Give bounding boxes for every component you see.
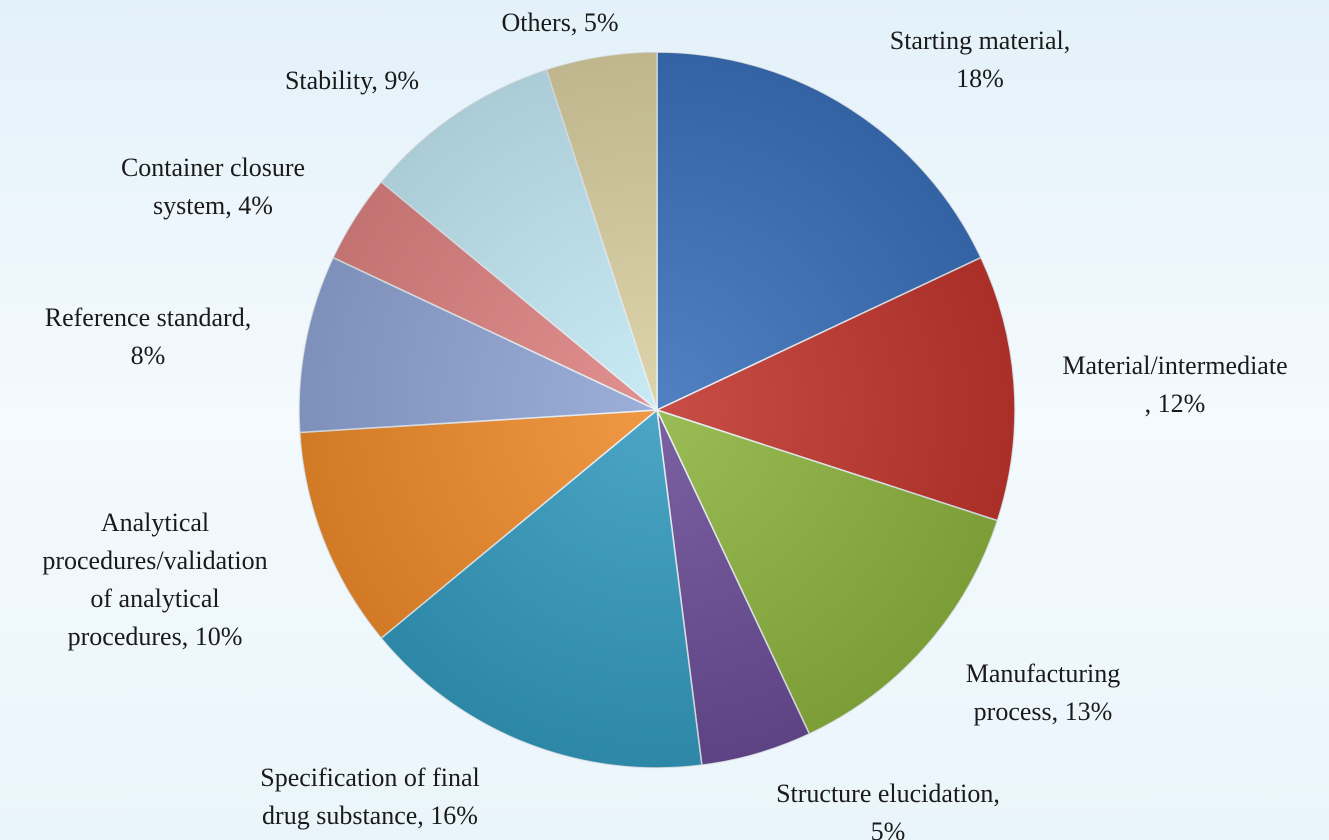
- slice-label: Analytical procedures/validation of analyt…: [42, 508, 267, 651]
- slice-label: Stability, 9%: [285, 66, 419, 95]
- slice-label: Material/intermediate, 12%: [1062, 351, 1287, 418]
- slice-label: Reference standard, 8%: [45, 303, 251, 370]
- slice-label: Structure elucidation, 5%: [776, 779, 1000, 840]
- slice-label: Specification of final drug substance, 16…: [260, 763, 479, 830]
- slice-label: Others, 5%: [502, 8, 619, 37]
- slice-label: Manufacturing process, 13%: [966, 659, 1121, 726]
- pie: [298, 51, 1016, 769]
- slice-label: Container closure system, 4%: [121, 153, 305, 220]
- slice-label: Starting material, 18%: [890, 26, 1071, 93]
